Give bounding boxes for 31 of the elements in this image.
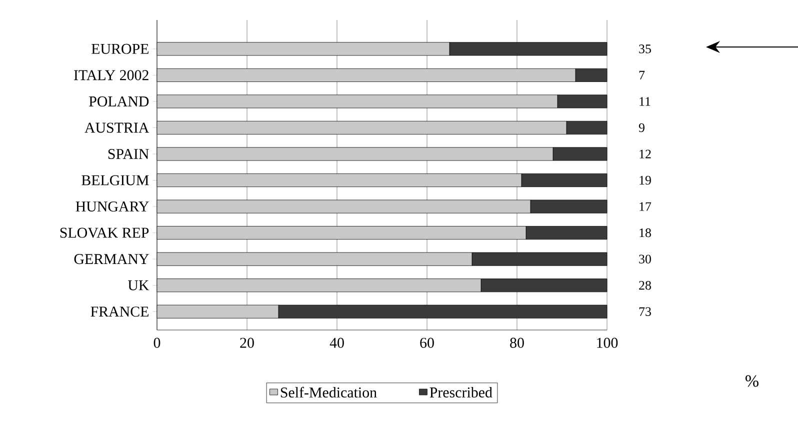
y-tick-label: HUNGARY <box>76 202 149 212</box>
y-tick-label: EUROPE <box>92 44 148 54</box>
x-tick-label: 100 <box>597 338 618 348</box>
legend-label: Prescribed <box>430 386 492 398</box>
data-label: 19 <box>640 176 651 185</box>
y-tick-label: POLAND <box>89 96 149 106</box>
x-tick-label: 0 <box>154 338 160 348</box>
data-label: 11 <box>640 97 650 106</box>
y-tick-label: UK <box>128 280 150 290</box>
legend-label: Self-Medication <box>280 386 377 398</box>
data-label: 73 <box>639 307 651 316</box>
x-tick-label: 80 <box>510 338 524 348</box>
y-tick-label: FRANCE <box>90 306 148 317</box>
x-tick-label: 60 <box>420 338 434 348</box>
y-tick-label: SPAIN <box>108 148 149 159</box>
data-label: 12 <box>640 150 651 158</box>
data-label: 35 <box>639 44 651 54</box>
data-label: 17 <box>640 202 652 211</box>
x-tick-label: 20 <box>240 338 254 348</box>
data-label: 9 <box>638 123 644 132</box>
text: % <box>746 375 758 387</box>
data-label: 28 <box>639 280 651 290</box>
y-tick-label: AUSTRIA <box>84 122 150 133</box>
y-tick-label: GERMANY <box>74 254 149 264</box>
data-label: 30 <box>639 254 651 264</box>
data-label: 7 <box>639 70 645 80</box>
x-tick-label: 40 <box>330 338 344 348</box>
y-tick-label: SLOVAK REP <box>60 228 149 238</box>
data-label: 18 <box>640 228 651 238</box>
y-tick-label: ITALY 2002 <box>74 70 148 80</box>
y-tick-label: BELGIUM <box>82 175 149 186</box>
